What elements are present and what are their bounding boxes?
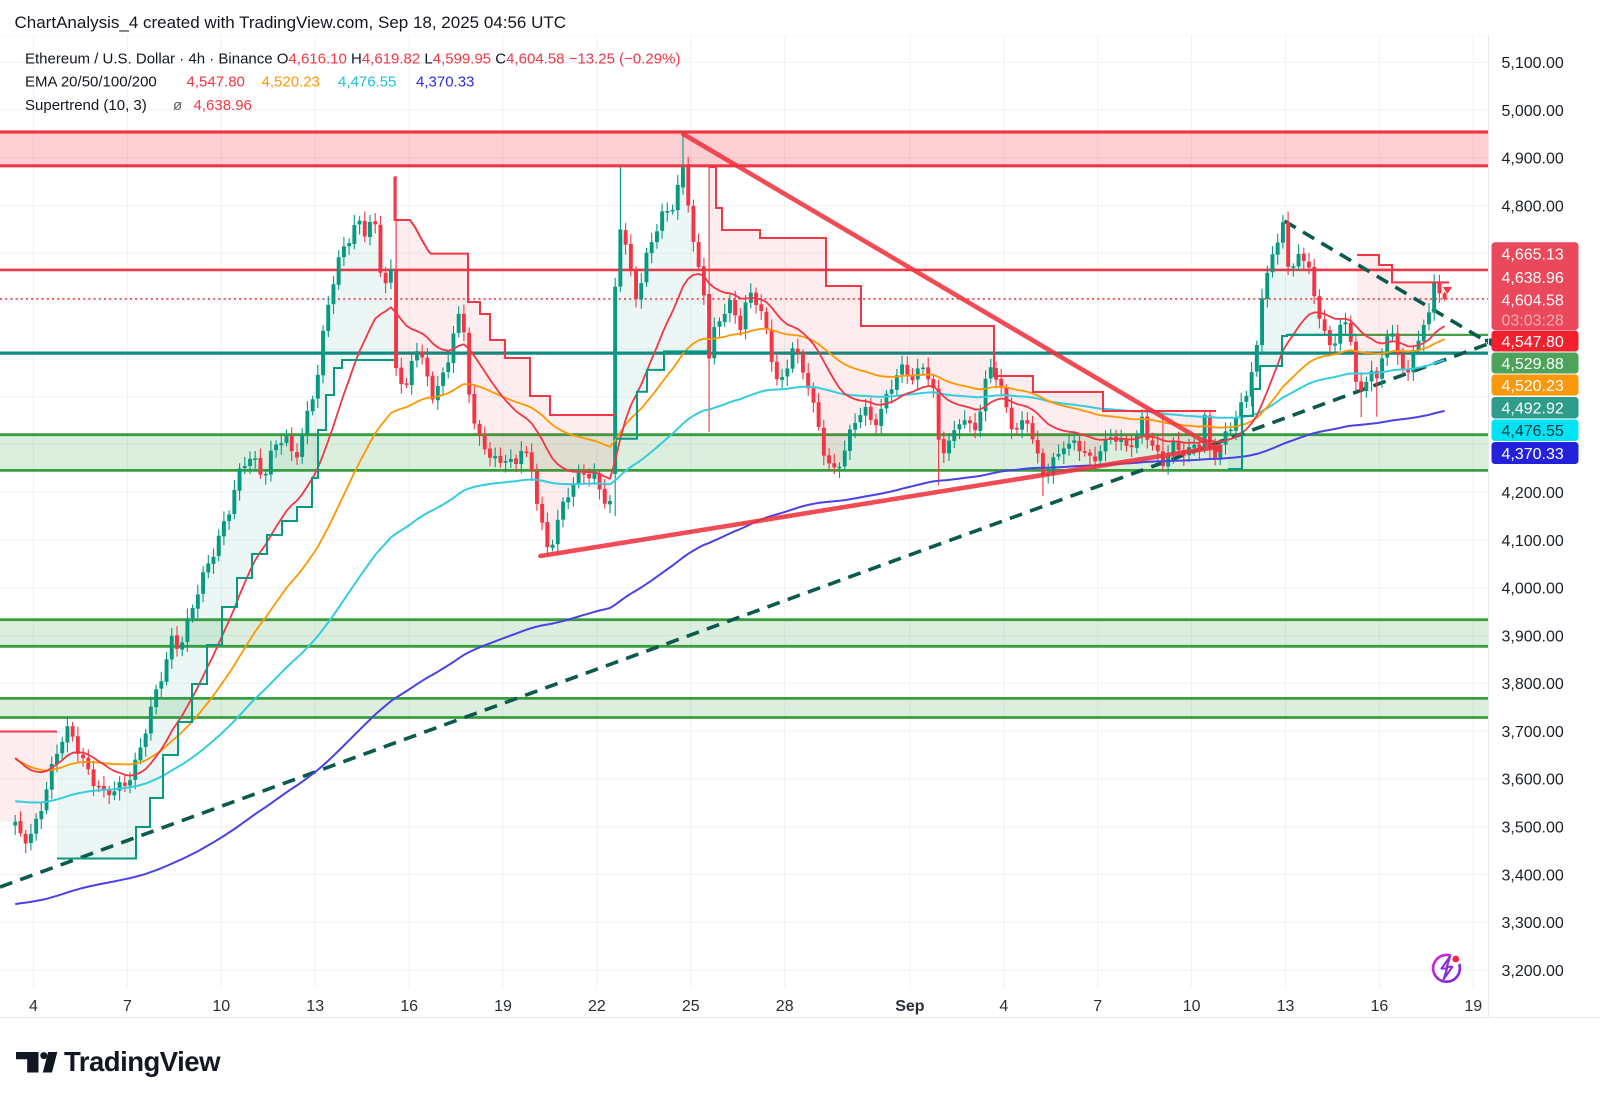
svg-text:Supertrend (10, 3): Supertrend (10, 3) [25,97,147,114]
svg-text:3,600.00: 3,600.00 [1502,772,1564,789]
svg-text:03:03:28: 03:03:28 [1502,312,1564,329]
svg-text:4,665.13: 4,665.13 [1502,246,1564,263]
svg-text:3,500.00: 3,500.00 [1502,820,1564,837]
svg-text:4,900.00: 4,900.00 [1502,151,1564,168]
svg-text:5,000.00: 5,000.00 [1502,103,1564,120]
svg-text:5,100.00: 5,100.00 [1502,55,1564,72]
svg-text:3,800.00: 3,800.00 [1502,676,1564,693]
svg-text:4,520.23: 4,520.23 [1502,378,1564,395]
svg-text:10: 10 [1183,998,1201,1015]
svg-text:3,700.00: 3,700.00 [1502,724,1564,741]
svg-text:7: 7 [123,998,132,1015]
svg-text:4,476.55: 4,476.55 [338,74,396,91]
svg-text:TradingView: TradingView [64,1046,221,1077]
svg-text:13: 13 [1277,998,1295,1015]
svg-text:4,638.96: 4,638.96 [1502,270,1564,287]
svg-text:7: 7 [1093,998,1102,1015]
svg-text:ø: ø [173,97,182,114]
svg-text:4,200.00: 4,200.00 [1502,485,1564,502]
svg-text:4,638.96: 4,638.96 [194,97,252,114]
svg-text:ChartAnalysis_4 created with T: ChartAnalysis_4 created with TradingView… [15,13,567,32]
svg-text:16: 16 [400,998,418,1015]
svg-text:22: 22 [588,998,606,1015]
svg-text:Sep: Sep [895,998,925,1015]
svg-text:4,100.00: 4,100.00 [1502,533,1564,550]
svg-text:19: 19 [1464,998,1482,1015]
svg-text:4,370.33: 4,370.33 [416,74,474,91]
svg-text:4,800.00: 4,800.00 [1502,198,1564,215]
svg-text:EMA 20/50/100/200: EMA 20/50/100/200 [25,74,157,91]
svg-text:4,547.80: 4,547.80 [1502,334,1564,351]
svg-text:25: 25 [682,998,700,1015]
svg-text:4,547.80: 4,547.80 [187,74,245,91]
svg-text:28: 28 [776,998,794,1015]
svg-text:19: 19 [494,998,512,1015]
svg-text:4: 4 [999,998,1008,1015]
svg-text:3,300.00: 3,300.00 [1502,915,1564,932]
svg-text:4,492.92: 4,492.92 [1502,401,1564,418]
svg-text:4,604.58: 4,604.58 [1502,292,1564,309]
svg-text:3,400.00: 3,400.00 [1502,867,1564,884]
svg-text:4,000.00: 4,000.00 [1502,581,1564,598]
svg-text:4,520.23: 4,520.23 [262,74,320,91]
svg-text:16: 16 [1371,998,1389,1015]
svg-text:Ethereum / U.S. Dollar · 4h ·: Ethereum / U.S. Dollar · 4h · Binance O4… [25,51,680,68]
svg-text:3,200.00: 3,200.00 [1502,963,1564,980]
svg-text:13: 13 [306,998,324,1015]
svg-text:4,529.88: 4,529.88 [1502,356,1564,373]
svg-text:10: 10 [212,998,230,1015]
svg-text:4,370.33: 4,370.33 [1502,446,1564,463]
svg-text:4: 4 [29,998,38,1015]
svg-text:4,476.55: 4,476.55 [1502,423,1564,440]
svg-text:3,900.00: 3,900.00 [1502,628,1564,645]
